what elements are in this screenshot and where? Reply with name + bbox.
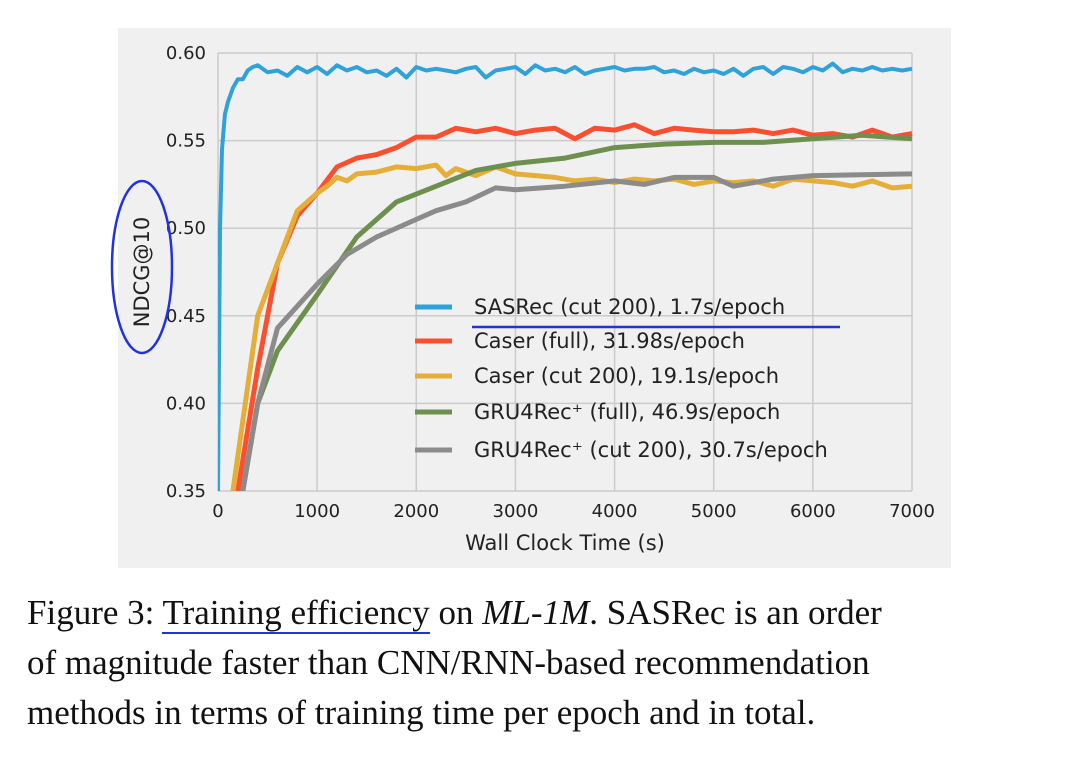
legend-label: GRU4Rec⁺ (cut 200), 30.7s/epoch [474, 438, 828, 462]
legend-label: Caser (full), 31.98s/epoch [474, 329, 745, 353]
legend-label: SASRec (cut 200), 1.7s/epoch [474, 295, 785, 319]
x-tick-label: 4000 [592, 501, 638, 522]
y-tick-label: 0.45 [166, 306, 206, 327]
y-tick-label: 0.55 [166, 131, 206, 152]
series-line-4 [240, 171, 913, 491]
y-tick-label: 0.35 [166, 481, 206, 502]
x-tick-label: 2000 [393, 501, 439, 522]
caption-text: on [429, 593, 483, 632]
legend-label: GRU4Rec⁺ (full), 46.9s/epoch [474, 400, 780, 424]
figure-caption: Figure 3: Training efficiency on ML-1M. … [27, 588, 1057, 738]
series-line-0 [218, 61, 913, 491]
caption-line-2: of magnitude faster than CNN/RNN-based r… [27, 643, 870, 682]
caption-text: . SASRec is an order [589, 593, 882, 632]
x-tick-label: 6000 [790, 501, 836, 522]
y-tick-label: 0.60 [166, 43, 206, 64]
series-line-3 [240, 132, 913, 491]
gridlines [217, 52, 913, 492]
y-tick-label: 0.50 [166, 218, 206, 239]
caption-dataset: ML-1M [482, 593, 590, 632]
x-tick-labels: 0 1000 2000 3000 4000 5000 6000 7000 [212, 501, 935, 522]
series-line-1 [235, 122, 913, 491]
y-tick-label: 0.40 [166, 393, 206, 414]
x-axis-label: Wall Clock Time (s) [465, 531, 665, 555]
caption-line-3: methods in terms of training time per ep… [27, 693, 816, 732]
y-axis-label: NDCG@10 [130, 217, 154, 328]
y-tick-labels: 0.35 0.40 0.45 0.50 0.55 0.60 [166, 43, 206, 502]
series-lines [218, 61, 913, 491]
ylabel-highlight-ellipse [110, 179, 174, 355]
caption-prefix: Figure 3: [27, 593, 163, 632]
legend: SASRec (cut 200), 1.7s/epoch Caser (full)… [415, 295, 828, 462]
x-tick-label: 0 [212, 501, 223, 522]
x-tick-label: 1000 [294, 501, 340, 522]
legend-label: Caser (cut 200), 19.1s/epoch [474, 364, 779, 388]
x-tick-label: 7000 [889, 501, 935, 522]
x-tick-label: 5000 [691, 501, 737, 522]
series-line-2 [230, 162, 913, 491]
caption-underlined-phrase: Training efficiency [162, 593, 430, 634]
x-tick-label: 3000 [493, 501, 539, 522]
